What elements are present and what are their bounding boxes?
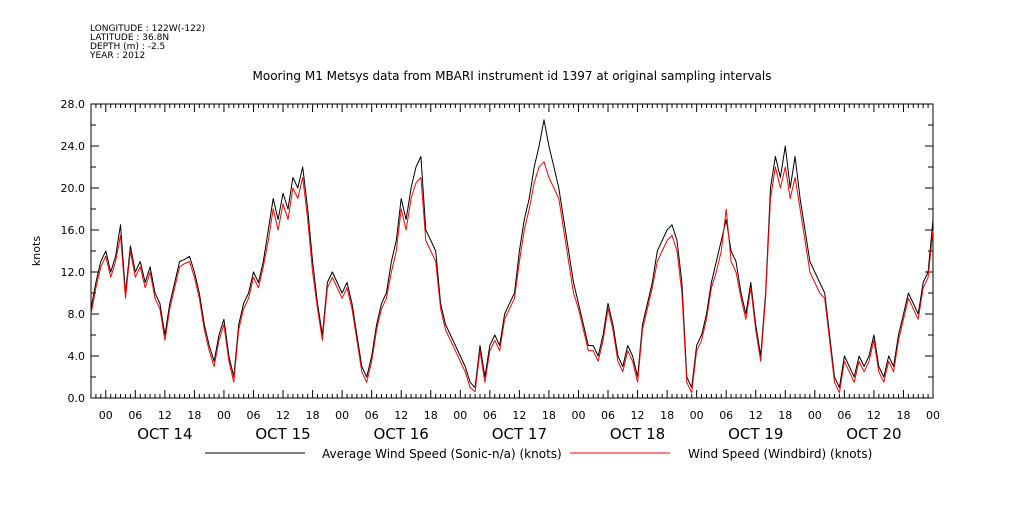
x-axis: 00 06 12 18 00 06 12 18 00 06 12 18 00 06 12 18 00 06 12 18… — [95, 104, 940, 443]
x-tick-label: 06 — [719, 409, 733, 422]
x-day-label: OCT 18 — [610, 425, 665, 443]
x-tick-label: 06 — [365, 409, 379, 422]
x-tick-label: 06 — [601, 409, 615, 422]
y-tick-label: 24.0 — [61, 140, 86, 153]
x-tick-label: 00 — [335, 409, 349, 422]
y-tick-label: 0.0 — [68, 392, 86, 405]
metadata-latitude: LATITUDE : 36.8N — [90, 33, 169, 43]
x-tick-label: 12 — [749, 409, 763, 422]
y-axis: 0.0 4.0 8.0 12.0 16.0 20.0 24.0 28.0 — [61, 98, 933, 405]
x-tick-label: 06 — [483, 409, 497, 422]
x-tick-label: 00 — [808, 409, 822, 422]
x-tick-label: 12 — [394, 409, 408, 422]
x-tick-label: 18 — [424, 409, 438, 422]
x-tick-label: 18 — [660, 409, 674, 422]
x-tick-label: 12 — [276, 409, 290, 422]
x-tick-label: 00 — [571, 409, 585, 422]
x-tick-label: 12 — [867, 409, 881, 422]
y-tick-label: 28.0 — [61, 98, 86, 111]
metadata-depth: DEPTH (m) : -2.5 — [90, 42, 165, 52]
x-tick-label: 18 — [896, 409, 910, 422]
x-day-label: OCT 17 — [492, 425, 547, 443]
x-day-label: OCT 16 — [374, 425, 429, 443]
metadata-block: LONGITUDE : 122W(-122) LATITUDE : 36.8N … — [89, 24, 205, 61]
y-tick-label: 20.0 — [61, 182, 86, 195]
x-tick-label: 18 — [306, 409, 320, 422]
series-group — [90, 119, 934, 394]
x-tick-label: 18 — [778, 409, 792, 422]
y-tick-label: 8.0 — [68, 308, 86, 321]
legend-label-windbird: Wind Speed (Windbird) (knots) — [688, 447, 872, 461]
x-tick-label: 00 — [99, 409, 113, 422]
x-tick-label: 00 — [453, 409, 467, 422]
x-tick-label: 06 — [246, 409, 260, 422]
x-tick-label: 18 — [187, 409, 201, 422]
x-tick-label: 00 — [217, 409, 231, 422]
x-tick-label: 12 — [158, 409, 172, 422]
metadata-longitude: LONGITUDE : 122W(-122) — [90, 24, 205, 34]
metadata-year: YEAR : 2012 — [89, 51, 145, 61]
y-tick-label: 4.0 — [68, 350, 86, 363]
x-tick-label: 12 — [512, 409, 526, 422]
x-tick-label: 00 — [690, 409, 704, 422]
x-day-label: OCT 19 — [728, 425, 783, 443]
y-axis-label: knots — [30, 236, 43, 266]
x-tick-label: 12 — [631, 409, 645, 422]
x-tick-label: 00 — [926, 409, 940, 422]
chart-title: Mooring M1 Metsys data from MBARI instru… — [253, 69, 772, 83]
x-tick-label: 06 — [837, 409, 851, 422]
x-tick-label: 18 — [542, 409, 556, 422]
x-day-label: OCT 15 — [255, 425, 310, 443]
legend-label-average: Average Wind Speed (Sonic-n/a) (knots) — [322, 447, 562, 461]
legend: Average Wind Speed (Sonic-n/a) (knots) W… — [205, 447, 872, 461]
y-tick-label: 12.0 — [61, 266, 86, 279]
x-day-label: OCT 14 — [137, 425, 192, 443]
series-line-average-wind-speed — [90, 119, 934, 388]
x-day-label: OCT 20 — [846, 425, 901, 443]
x-tick-label: 06 — [128, 409, 142, 422]
y-tick-label: 16.0 — [61, 224, 86, 237]
series-line-windbird-wind-speed — [90, 161, 934, 394]
